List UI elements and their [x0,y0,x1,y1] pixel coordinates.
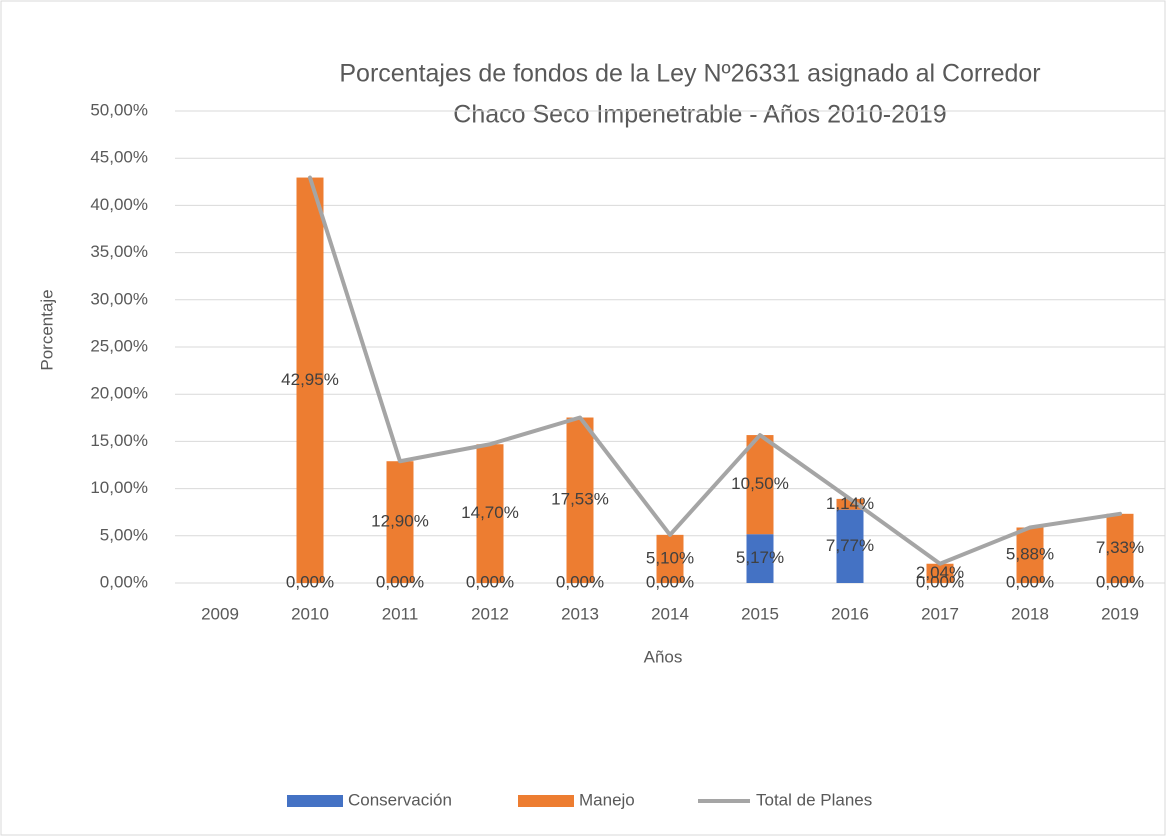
y-tick-label: 5,00% [100,525,148,544]
y-tick-label: 0,00% [100,572,148,591]
data-label: 0,00% [556,572,604,591]
data-label: 5,17% [736,548,784,567]
data-label: 1,14% [826,494,874,513]
data-label: 10,50% [731,474,789,493]
y-tick-label: 25,00% [90,336,148,355]
data-label: 0,00% [1096,572,1144,591]
bar-segment [476,444,504,583]
legend-label: Conservación [348,790,452,809]
chart-title: Chaco Seco Impenetrable - Años 2010-2019 [453,101,946,129]
data-label: 0,00% [646,572,694,591]
bar-segment [296,177,324,583]
y-tick-label: 50,00% [90,100,148,119]
legend-label: Manejo [579,790,635,809]
x-tick-label: 2016 [831,604,869,623]
bar-segment [566,417,594,583]
data-label: 0,00% [376,572,424,591]
legend-swatch [518,795,574,807]
y-tick-label: 40,00% [90,195,148,214]
x-tick-label: 2017 [921,604,959,623]
bar-segment [746,534,774,583]
x-tick-label: 2010 [291,604,329,623]
line-series [308,175,1122,566]
bar-segment [746,435,774,535]
y-tick-label: 20,00% [90,384,148,403]
x-tick-label: 2011 [382,604,419,623]
data-label: 0,00% [466,572,514,591]
legend-label: Total de Planes [756,790,872,809]
x-axis-label: Años [644,647,683,666]
bar-segment [656,534,684,583]
data-label: 7,33% [1096,538,1144,557]
bar-segment [836,498,864,510]
y-axis-label: Porcentaje [37,289,56,370]
y-tick-label: 10,00% [90,478,148,497]
y-tick-label: 35,00% [90,242,148,261]
data-label: 0,00% [286,572,334,591]
data-label: 12,90% [371,512,429,531]
x-tick-label: 2013 [561,604,599,623]
data-label: 0,00% [916,572,964,591]
data-label: 5,88% [1006,545,1054,564]
data-label: 0,00% [1006,572,1054,591]
bar-segment [386,461,414,583]
bar-segment [836,509,864,583]
data-label: 5,10% [646,548,694,567]
x-tick-label: 2012 [471,604,509,623]
data-label: 2,04% [916,563,964,582]
x-tick-label: 2009 [201,604,239,623]
bar-segment [1016,527,1044,583]
bar-segment [1106,513,1134,583]
data-label: 14,70% [461,503,519,522]
x-tick-label: 2014 [651,604,689,623]
bar-segment [926,563,954,583]
chart-title: Porcentajes de fondos de la Ley Nº26331 … [339,60,1040,88]
data-label: 17,53% [551,490,609,509]
legend-swatch [287,795,343,807]
x-tick-label: 2018 [1011,604,1049,623]
data-label: 7,77% [826,536,874,555]
data-label: 42,95% [281,370,339,389]
y-tick-label: 30,00% [90,289,148,308]
x-tick-label: 2019 [1101,604,1139,623]
x-tick-label: 2015 [741,604,779,623]
y-tick-label: 15,00% [90,431,148,450]
y-tick-label: 45,00% [90,148,148,167]
